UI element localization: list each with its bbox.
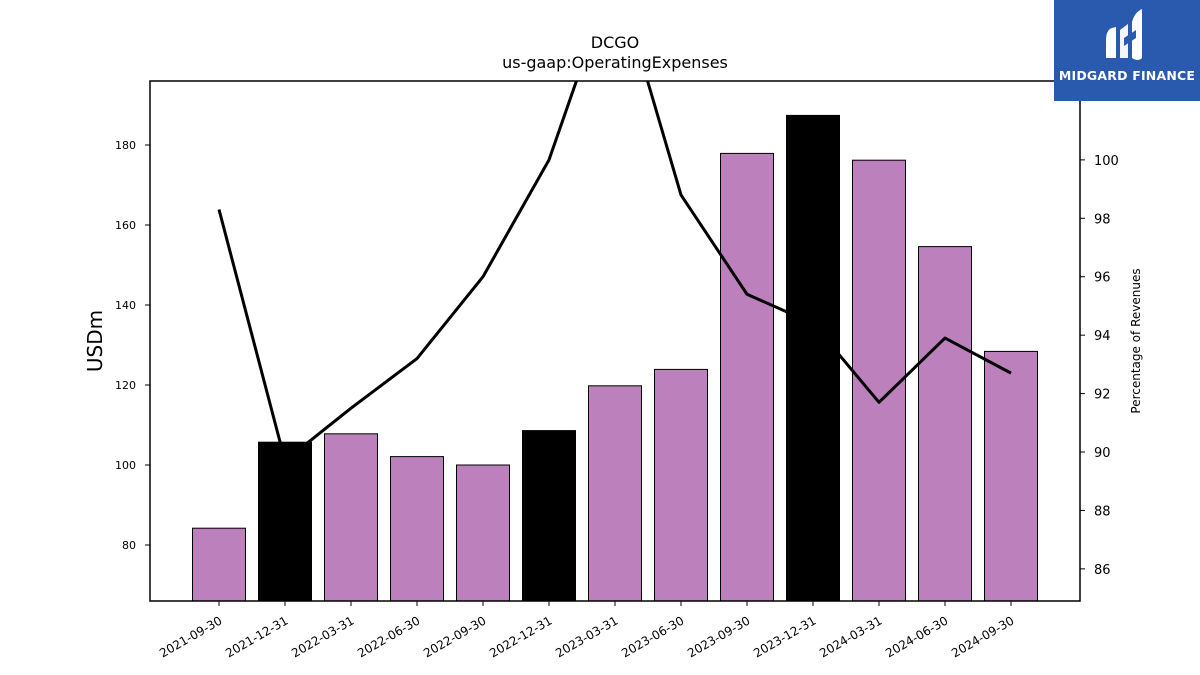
y2-tick-label: 90	[1094, 446, 1111, 461]
y-tick-label: 180	[115, 139, 136, 152]
x-axis: 2021-09-302021-12-312022-03-312022-06-30…	[157, 601, 1017, 660]
y2-tick-label: 86	[1094, 563, 1111, 578]
bar-2024-06-30	[918, 246, 972, 602]
x-tick-label: 2022-06-30	[355, 613, 422, 660]
x-tick-label: 2022-09-30	[421, 613, 488, 660]
y-axis-label: USDm	[83, 310, 107, 372]
x-tick-label: 2023-12-31	[751, 613, 818, 660]
y-tick-label: 140	[115, 299, 136, 312]
logo-mark-icon	[1106, 9, 1142, 60]
x-tick-label: 2022-12-31	[487, 613, 554, 660]
bar-2023-09-30	[720, 152, 774, 602]
x-tick-label: 2023-06-30	[619, 613, 686, 660]
x-tick-label: 2023-03-31	[553, 613, 620, 660]
x-tick-label: 2021-12-31	[223, 613, 290, 660]
y-tick-label: 160	[115, 219, 136, 232]
bar-2024-09-30	[984, 350, 1038, 602]
bar-2022-06-30	[390, 456, 444, 602]
bar-series	[192, 114, 1038, 602]
y-axis-left: 80 100 120 140 160 180	[115, 139, 150, 552]
bar-2023-12-31	[786, 114, 840, 602]
y-tick-label: 120	[115, 379, 136, 392]
bar-2021-09-30	[192, 527, 246, 602]
percentage-line	[217, 81, 1012, 463]
x-tick-label: 2024-06-30	[883, 613, 950, 660]
y-axis-right: 86 88 90 92 94 96 98 100	[1080, 154, 1119, 578]
y2-tick-label: 92	[1094, 388, 1111, 403]
y-tick-label: 100	[115, 459, 136, 472]
y-tick-label: 80	[122, 539, 136, 552]
bar-2023-06-30	[654, 368, 708, 602]
midgard-finance-logo: MIDGARD FINANCE	[1054, 0, 1200, 101]
y2-tick-label: 96	[1094, 271, 1111, 286]
bar-2022-03-31	[324, 433, 378, 602]
x-tick-label: 2022-03-31	[289, 613, 356, 660]
y2-tick-label: 98	[1094, 212, 1111, 227]
y2-tick-label: 94	[1094, 329, 1111, 344]
bar-2022-09-30	[456, 464, 510, 602]
bar-2021-12-31	[258, 441, 312, 602]
bar-2022-12-31	[522, 430, 576, 602]
x-tick-label: 2024-03-31	[817, 613, 884, 660]
y2-tick-label: 100	[1094, 154, 1119, 169]
x-tick-label: 2023-09-30	[685, 613, 752, 660]
chart-subtitle: us-gaap:OperatingExpenses	[502, 53, 728, 72]
y2-axis-label: Percentage of Revenues	[1129, 268, 1143, 413]
logo-text: MIDGARD FINANCE	[1058, 68, 1196, 83]
chart-title: DCGO	[591, 33, 639, 52]
bar-2023-03-31	[588, 385, 642, 602]
x-tick-label: 2021-09-30	[157, 613, 224, 660]
x-tick-label: 2024-09-30	[949, 613, 1016, 660]
y2-tick-label: 88	[1094, 504, 1111, 519]
